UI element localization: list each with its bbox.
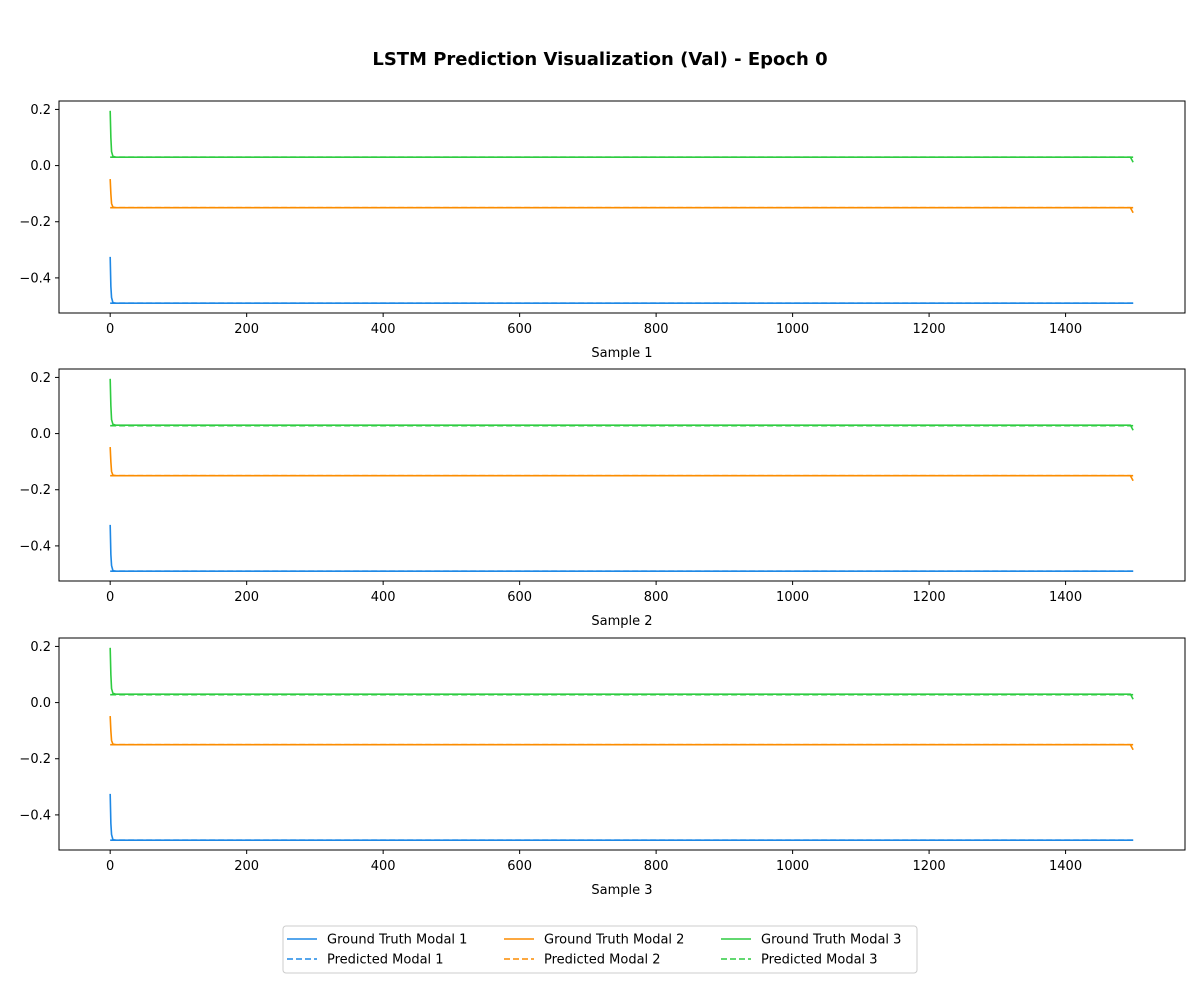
series-line-ground-truth-modal-3 — [109, 110, 1134, 163]
x-axis-label: Sample 1 — [591, 346, 652, 361]
legend-label: Predicted Modal 3 — [761, 953, 878, 968]
series-group — [109, 378, 1134, 572]
legend-label: Predicted Modal 2 — [544, 953, 661, 968]
x-tick-label: 1200 — [913, 590, 946, 605]
x-tick-label: 1200 — [913, 322, 946, 337]
x-tick-label: 800 — [644, 859, 669, 874]
legend-item: Predicted Modal 3 — [721, 953, 878, 968]
legend-label: Ground Truth Modal 2 — [544, 933, 684, 948]
y-tick-label: 0.2 — [30, 103, 51, 118]
x-tick-label: 0 — [106, 590, 114, 605]
subplot-panels: 0 200 400 600 800 1000 1200 1400 −0.4 −0.2 0.0 0.2 S… — [19, 100, 1186, 898]
chart-title: LSTM Prediction Visualization (Val) - Ep… — [372, 49, 827, 70]
y-tick-label: 0.0 — [30, 427, 51, 442]
subplot-1: 0 200 400 600 800 1000 1200 1400 −0.4 −0.2 0.0 0.2 S… — [19, 100, 1186, 361]
x-tick-label: 1000 — [776, 859, 809, 874]
y-tick-label: −0.2 — [19, 483, 51, 498]
subplot-3: 0 200 400 600 800 1000 1200 1400 −0.4 −0.2 0.0 0.2 S… — [19, 637, 1186, 898]
x-tick-label: 1200 — [913, 859, 946, 874]
x-tick-label: 800 — [644, 322, 669, 337]
x-tick-label: 200 — [234, 322, 259, 337]
legend-label: Predicted Modal 1 — [327, 953, 444, 968]
x-tick-label: 1000 — [776, 322, 809, 337]
y-tick-label: −0.4 — [19, 539, 51, 554]
series-line-ground-truth-modal-1 — [109, 524, 1134, 572]
x-axis-label: Sample 2 — [591, 614, 652, 629]
y-tick-label: −0.4 — [19, 271, 51, 286]
legend-item: Ground Truth Modal 2 — [504, 933, 684, 948]
legend-item: Predicted Modal 2 — [504, 953, 661, 968]
series-line-ground-truth-modal-1 — [109, 793, 1134, 841]
y-tick-label: 0.0 — [30, 696, 51, 711]
x-tick-label: 0 — [106, 322, 114, 337]
legend-item: Ground Truth Modal 1 — [287, 933, 467, 948]
x-axis-label: Sample 3 — [591, 883, 652, 898]
y-tick-label: 0.2 — [30, 371, 51, 386]
x-tick-label: 1000 — [776, 590, 809, 605]
y-tick-label: −0.4 — [19, 808, 51, 823]
axes-frame — [58, 637, 1186, 851]
x-tick-label: 800 — [644, 590, 669, 605]
x-tick-label: 400 — [371, 859, 396, 874]
x-tick-label: 1400 — [1049, 590, 1082, 605]
y-tick-label: 0.0 — [30, 159, 51, 174]
x-tick-label: 200 — [234, 859, 259, 874]
axes-frame — [58, 368, 1186, 582]
legend-box — [282, 925, 918, 974]
x-tick-label: 400 — [371, 322, 396, 337]
legend-label: Ground Truth Modal 1 — [327, 933, 467, 948]
y-tick-label: −0.2 — [19, 752, 51, 767]
x-tick-label: 1400 — [1049, 859, 1082, 874]
y-tick-label: −0.2 — [19, 215, 51, 230]
x-tick-label: 200 — [234, 590, 259, 605]
series-group — [109, 647, 1134, 841]
x-tick-label: 400 — [371, 590, 396, 605]
series-line-ground-truth-modal-3 — [109, 647, 1134, 700]
x-tick-label: 0 — [106, 859, 114, 874]
legend-label: Ground Truth Modal 3 — [761, 933, 901, 948]
x-tick-label: 600 — [507, 859, 532, 874]
subplot-2: 0 200 400 600 800 1000 1200 1400 −0.4 −0.2 0.0 0.2 S… — [19, 368, 1186, 629]
axes-frame — [58, 100, 1186, 314]
legend-item: Ground Truth Modal 3 — [721, 933, 901, 948]
chart-legend: Ground Truth Modal 1 Predicted Modal 1 Gro… — [282, 925, 918, 974]
series-group — [109, 110, 1134, 304]
y-tick-label: 0.2 — [30, 640, 51, 655]
series-line-ground-truth-modal-3 — [109, 378, 1134, 431]
series-line-ground-truth-modal-1 — [109, 256, 1134, 304]
legend-item: Predicted Modal 1 — [287, 953, 444, 968]
x-tick-label: 1400 — [1049, 322, 1082, 337]
x-tick-label: 600 — [507, 322, 532, 337]
x-tick-label: 600 — [507, 590, 532, 605]
